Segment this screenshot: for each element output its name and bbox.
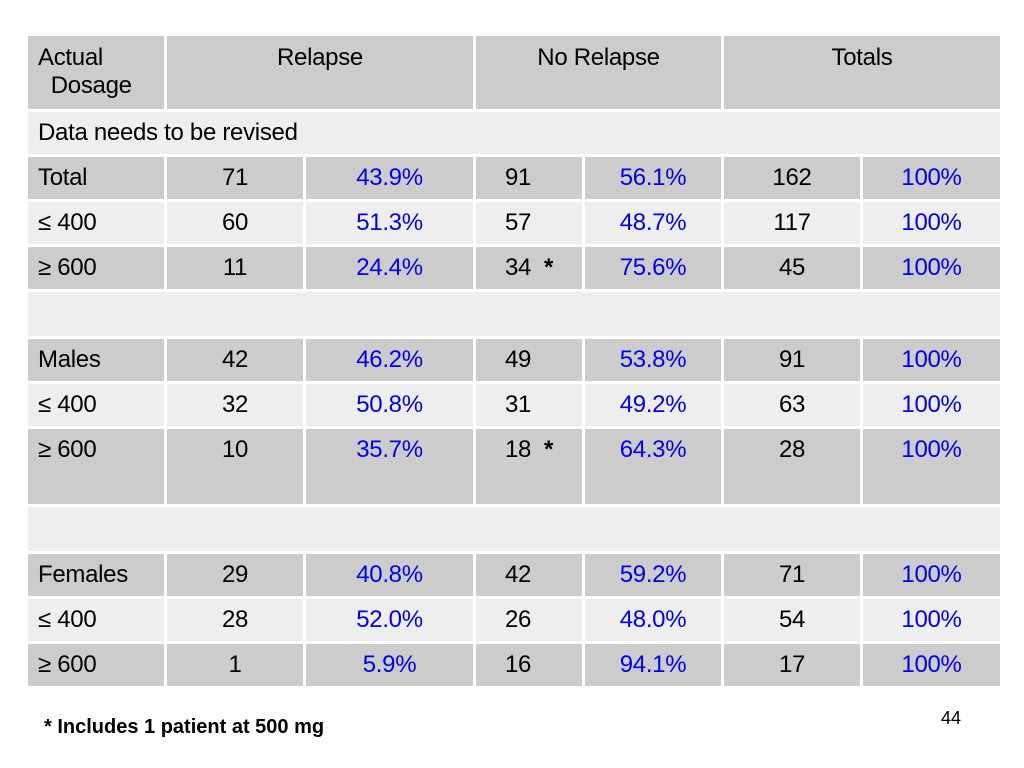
- table-row: ≤ 400 28 52.0% 26 48.0% 54 100%: [25, 596, 1003, 644]
- total-count: 117: [721, 199, 863, 247]
- total-count: 45: [721, 244, 863, 292]
- table-row: ≥ 600 11 24.4% 34 * 75.6% 45 100%: [25, 244, 1003, 292]
- total-percent: 100%: [860, 336, 1003, 384]
- header-no-relapse: No Relapse: [473, 33, 724, 112]
- total-percent: 100%: [860, 426, 1003, 507]
- relapse-count: 71: [164, 154, 306, 202]
- total-percent: 100%: [860, 154, 1003, 202]
- relapse-percent: 35.7%: [303, 426, 476, 507]
- relapse-percent: 51.3%: [303, 199, 476, 247]
- row-label: ≤ 400: [25, 596, 167, 644]
- total-count: 63: [721, 381, 863, 429]
- table-header-row: Actual Dosage Relapse No Relapse Totals: [25, 33, 1003, 112]
- relapse-count: 42: [164, 336, 306, 384]
- header-totals: Totals: [721, 33, 1003, 112]
- table-row: ≥ 600 1 5.9% 16 94.1% 17 100%: [25, 641, 1003, 689]
- row-label: ≥ 600: [25, 641, 167, 689]
- row-label: Males: [25, 336, 167, 384]
- table-row: Males 42 46.2% 49 53.8% 91 100%: [25, 336, 1003, 384]
- relapse-count: 60: [164, 199, 306, 247]
- spacer-cell: [25, 504, 1003, 554]
- relapse-count: 29: [164, 551, 306, 599]
- spacer-row: [25, 289, 1003, 339]
- no-relapse-count: 34 *: [473, 244, 585, 292]
- relapse-count: 28: [164, 596, 306, 644]
- page-number: 44: [941, 708, 962, 728]
- relapse-percent: 40.8%: [303, 551, 476, 599]
- no-relapse-count: 49: [473, 336, 585, 384]
- no-relapse-count: 91: [473, 154, 585, 202]
- footnote-marker: *: [544, 436, 554, 463]
- relapse-percent: 43.9%: [303, 154, 476, 202]
- total-percent: 100%: [860, 244, 1003, 292]
- relapse-count: 32: [164, 381, 306, 429]
- row-label: Females: [25, 551, 167, 599]
- spacer-row: [25, 504, 1003, 554]
- no-relapse-percent: 56.1%: [582, 154, 724, 202]
- no-relapse-percent: 59.2%: [582, 551, 724, 599]
- total-percent: 100%: [860, 199, 1003, 247]
- relapse-percent: 5.9%: [303, 641, 476, 689]
- no-relapse-count: 18 *: [473, 426, 585, 507]
- relapse-percent: 50.8%: [303, 381, 476, 429]
- row-label: Total: [25, 154, 167, 202]
- footnote: * Includes 1 patient at 500 mg: [44, 716, 325, 738]
- relapse-count: 10: [164, 426, 306, 507]
- table-row: Total 71 43.9% 91 56.1% 162 100%: [25, 154, 1003, 202]
- total-count: 17: [721, 641, 863, 689]
- dosage-relapse-table: Actual Dosage Relapse No Relapse Totals …: [25, 33, 1003, 689]
- no-relapse-percent: 64.3%: [582, 426, 724, 507]
- total-count: 54: [721, 596, 863, 644]
- relapse-percent: 46.2%: [303, 336, 476, 384]
- footnote-marker: *: [544, 254, 554, 281]
- note-row: Data needs to be revised: [25, 109, 1003, 157]
- relapse-percent: 52.0%: [303, 596, 476, 644]
- total-count: 28: [721, 426, 863, 507]
- total-percent: 100%: [860, 641, 1003, 689]
- table-row: Females 29 40.8% 42 59.2% 71 100%: [25, 551, 1003, 599]
- header-relapse: Relapse: [164, 33, 476, 112]
- total-count: 71: [721, 551, 863, 599]
- no-relapse-percent: 94.1%: [582, 641, 724, 689]
- no-relapse-count: 57: [473, 199, 585, 247]
- no-relapse-count: 31: [473, 381, 585, 429]
- no-relapse-count: 42: [473, 551, 585, 599]
- table-row: ≤ 400 60 51.3% 57 48.7% 117 100%: [25, 199, 1003, 247]
- row-label: ≥ 600: [25, 244, 167, 292]
- revision-note: Data needs to be revised: [25, 109, 1003, 157]
- relapse-percent: 24.4%: [303, 244, 476, 292]
- total-percent: 100%: [860, 381, 1003, 429]
- row-label: ≤ 400: [25, 199, 167, 247]
- spacer-cell: [25, 289, 1003, 339]
- total-percent: 100%: [860, 551, 1003, 599]
- no-relapse-percent: 75.6%: [582, 244, 724, 292]
- no-relapse-count: 26: [473, 596, 585, 644]
- total-count: 162: [721, 154, 863, 202]
- header-actual-dosage: Actual Dosage: [25, 33, 167, 112]
- row-label: ≥ 600: [25, 426, 167, 507]
- no-relapse-percent: 48.0%: [582, 596, 724, 644]
- no-relapse-count: 16: [473, 641, 585, 689]
- no-relapse-percent: 49.2%: [582, 381, 724, 429]
- total-count: 91: [721, 336, 863, 384]
- total-percent: 100%: [860, 596, 1003, 644]
- no-relapse-percent: 48.7%: [582, 199, 724, 247]
- relapse-count: 11: [164, 244, 306, 292]
- row-label: ≤ 400: [25, 381, 167, 429]
- table-row: ≥ 600 10 35.7% 18 * 64.3% 28 100%: [25, 426, 1003, 507]
- table-row: ≤ 400 32 50.8% 31 49.2% 63 100%: [25, 381, 1003, 429]
- relapse-count: 1: [164, 641, 306, 689]
- no-relapse-percent: 53.8%: [582, 336, 724, 384]
